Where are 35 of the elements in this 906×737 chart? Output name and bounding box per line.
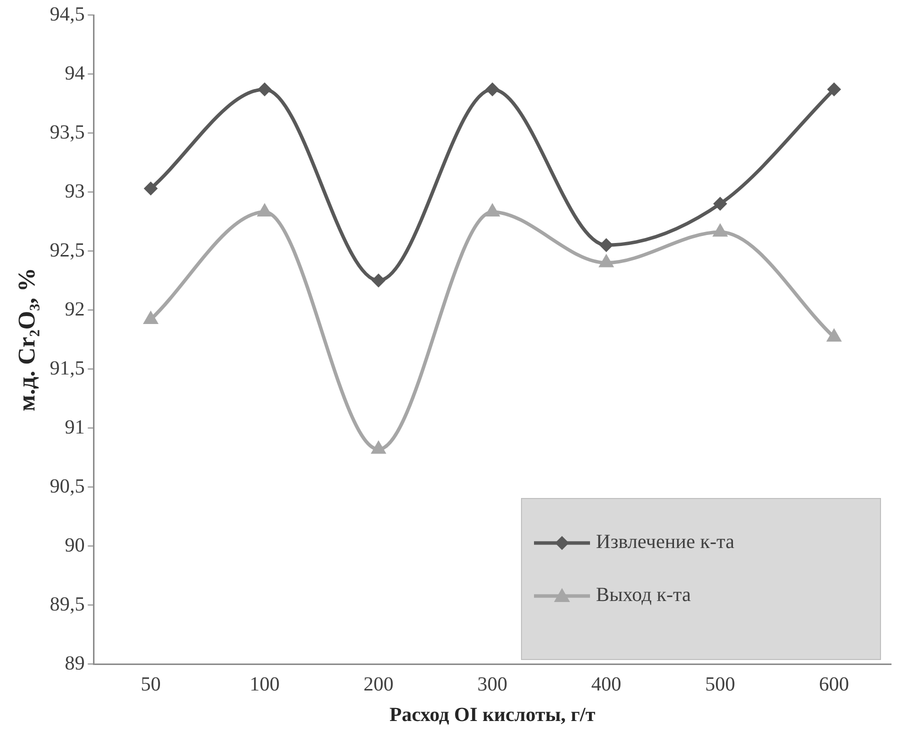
x-tick-label: 300 — [477, 673, 508, 696]
y-tick-label: 91 — [64, 416, 85, 438]
point — [142, 310, 159, 324]
point — [712, 223, 728, 237]
y-tick-label: 94 — [64, 62, 85, 84]
point — [484, 203, 500, 217]
y-tick-label: 90,5 — [50, 475, 85, 498]
y-tick-label: 90 — [64, 534, 85, 556]
point — [826, 328, 842, 342]
point — [258, 82, 272, 96]
x-tick-label: 50 — [140, 673, 161, 696]
point — [827, 82, 842, 96]
y-axis-title: м.д. Cr₂O₃, % — [14, 268, 41, 412]
y-tick-label: 89 — [64, 652, 85, 674]
x-tick-label: 600 — [819, 673, 850, 696]
y-tick-label: 93 — [64, 180, 85, 202]
y-tick-label: 91,5 — [50, 357, 85, 380]
x-tick-label: 500 — [705, 673, 736, 696]
point — [598, 254, 614, 268]
x-axis-title: Расход OI кислоты, г/т — [390, 704, 596, 726]
point — [370, 440, 386, 454]
y-tick-label: 94,5 — [50, 3, 85, 26]
x-tick-label: 200 — [364, 673, 394, 696]
x-tick-label: 400 — [591, 673, 622, 696]
legend-label: Выход к-та — [596, 584, 691, 607]
y-tick-label: 92 — [64, 298, 85, 320]
point — [144, 181, 158, 196]
y-tick-label: 89,5 — [50, 593, 85, 616]
x-tick-label: 100 — [250, 673, 280, 696]
y-tick-label: 92,5 — [50, 239, 85, 262]
y-tick-label: 93,5 — [50, 121, 85, 144]
legend-label: Извлечение к-та — [596, 531, 734, 554]
point — [485, 82, 500, 96]
point — [256, 203, 272, 217]
point — [713, 196, 728, 211]
